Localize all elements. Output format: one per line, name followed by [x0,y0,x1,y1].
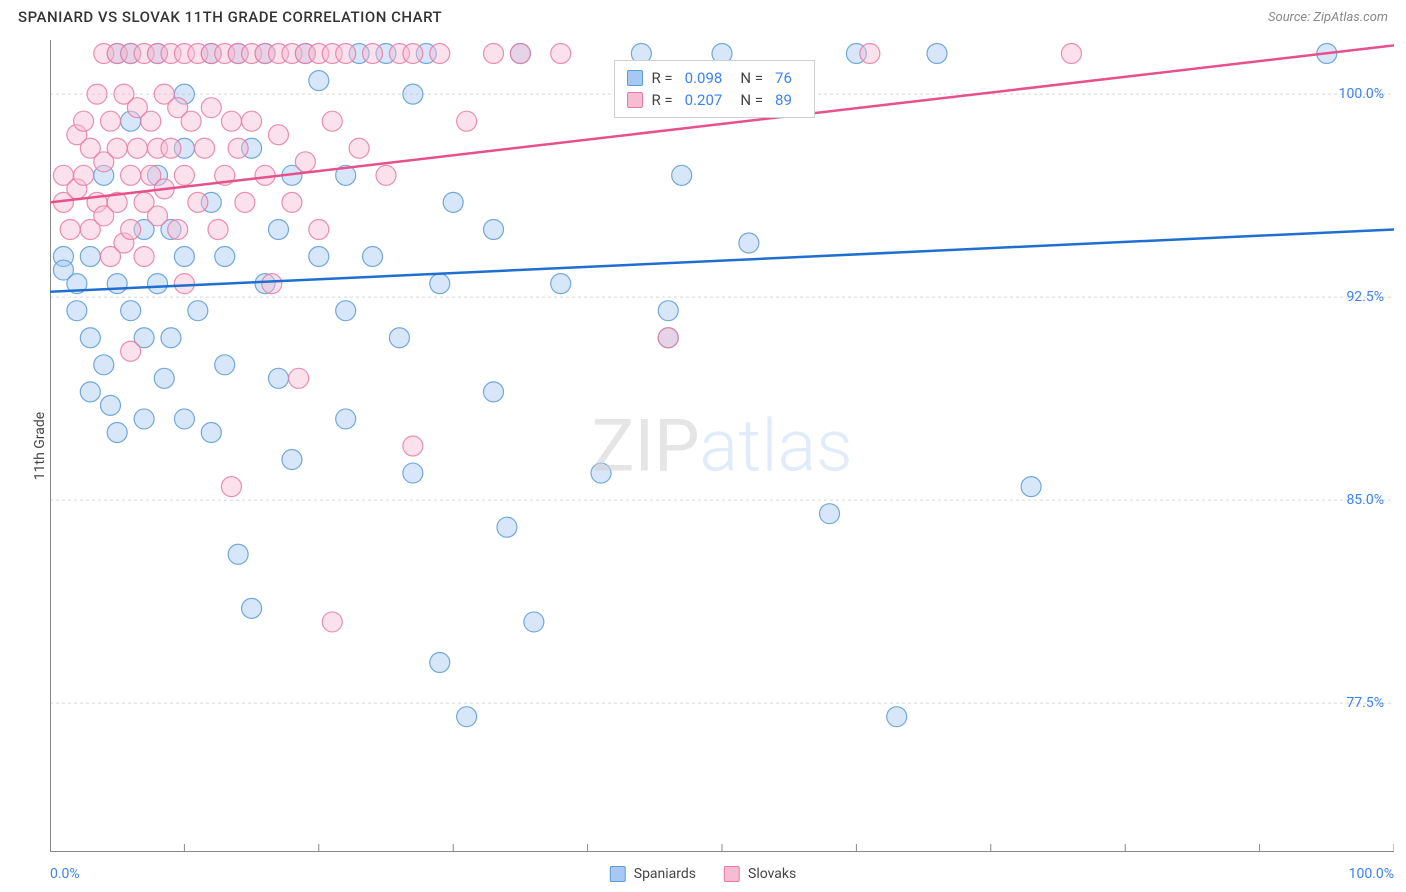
legend-item: Slovaks [724,866,796,882]
r-label: R = [651,91,672,109]
legend-label: Slovaks [748,866,796,882]
y-tick-label: 85.0% [1346,492,1384,508]
header: SPANIARD VS SLOVAK 11TH GRADE CORRELATIO… [0,0,1406,34]
legend-swatch [724,866,740,882]
y-tick-label: 77.5% [1346,695,1384,711]
correlation-row: R = 0.207 N = 89 [627,89,801,111]
r-label: R = [651,69,672,87]
source-label: Source: ZipAtlas.com [1268,10,1388,25]
series-legend: Spaniards Slovaks [610,866,797,882]
n-label: N = [740,91,763,109]
legend-label: Spaniards [634,866,696,882]
chart-area: ZIPatlas 77.5%85.0%92.5%100.0% R =0.098N… [50,40,1394,852]
n-label: N = [740,69,763,87]
correlation-swatch [627,70,643,86]
chart-title: SPANIARD VS SLOVAK 11TH GRADE CORRELATIO… [18,8,442,26]
y-tick-label: 100.0% [1339,86,1384,102]
legend-swatch [610,866,626,882]
correlation-legend: R = 0.098 N = 76 R = 0.207 N = 89 [614,60,814,118]
y-tick-label: 92.5% [1346,289,1384,305]
r-value: 0.207 [685,91,723,109]
r-value: 0.098 [685,69,723,87]
y-axis-label: 11th Grade [32,412,48,480]
correlation-row: R = 0.098 N = 76 [627,67,801,89]
n-value: 89 [775,91,792,109]
x-axis-min: 0.0% [50,866,80,882]
correlation-swatch [627,92,643,108]
x-axis-max: 100.0% [1349,866,1394,882]
scatter-plot [50,40,1394,852]
n-value: 76 [775,69,792,87]
legend-item: Spaniards [610,866,696,882]
